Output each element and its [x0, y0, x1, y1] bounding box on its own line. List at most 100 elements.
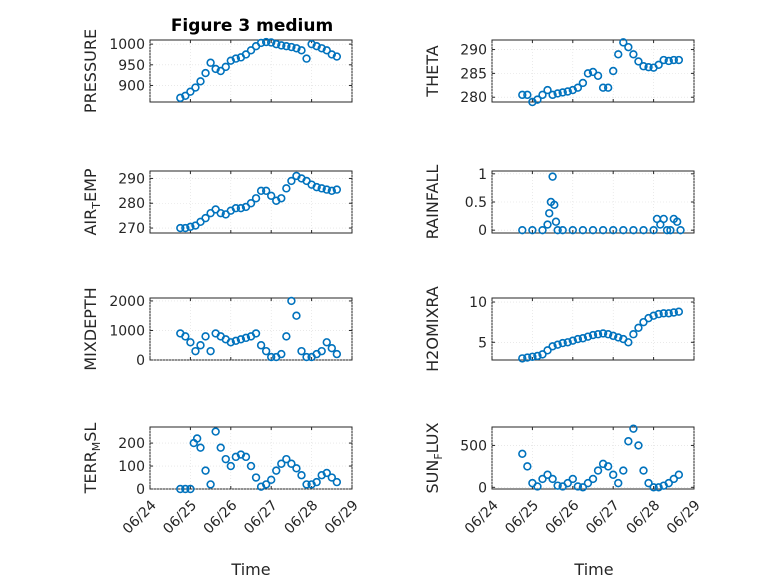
y-axis-label: AIRTEMP	[81, 168, 103, 235]
data-point	[287, 296, 296, 306]
data-point	[629, 225, 638, 235]
data-point	[674, 470, 684, 479]
data-point	[216, 66, 225, 76]
x-tick-label: 06/28	[282, 497, 322, 537]
data-point	[603, 83, 613, 92]
data-point	[634, 57, 643, 66]
subplot-h2omixra: 5 10 H2OMIXRA	[423, 286, 695, 372]
data-point	[538, 225, 547, 235]
data-point	[614, 478, 623, 488]
data-point	[246, 199, 256, 208]
data-point	[548, 172, 557, 181]
data-point	[578, 78, 588, 88]
y-tick-label: 10	[469, 295, 487, 311]
data-point	[669, 308, 678, 317]
data-point	[624, 437, 633, 446]
data-point	[226, 56, 236, 65]
x-axis-label-right: Time	[573, 560, 613, 579]
data-point	[654, 483, 663, 492]
data-point	[201, 68, 210, 78]
data-point	[639, 317, 648, 327]
data-point	[201, 466, 210, 475]
data-point	[568, 336, 577, 345]
data-point	[649, 311, 658, 320]
subplot-mixdepth: 0 1000 2000 MIXDEPTH	[81, 287, 353, 371]
data-point	[608, 66, 618, 76]
data-point	[588, 330, 598, 340]
series-markers	[176, 171, 342, 233]
data-point	[533, 351, 542, 361]
data-point	[538, 350, 547, 359]
data-point	[543, 470, 552, 479]
data-point	[256, 341, 266, 350]
data-point	[624, 338, 633, 347]
data-point	[287, 176, 296, 186]
data-point	[201, 213, 210, 223]
data-point	[583, 332, 593, 341]
data-point	[302, 352, 311, 362]
subplot-theta: 280 285 290 THETA	[423, 38, 695, 106]
data-point	[593, 466, 603, 475]
axes-frame	[149, 39, 353, 103]
data-point	[332, 185, 342, 194]
data-point	[302, 480, 311, 489]
data-point	[292, 311, 301, 320]
x-tick-label: 06/29	[322, 497, 362, 537]
y-axis-label: PRESSURE	[81, 29, 100, 113]
data-point	[196, 77, 205, 86]
data-point	[568, 474, 577, 484]
data-point	[578, 225, 588, 235]
data-point	[287, 42, 296, 52]
subplot-pressure: 900 950 1000 PRESSURE	[81, 29, 353, 113]
data-point	[578, 483, 588, 492]
y-tick-label: 2000	[109, 294, 145, 310]
data-point	[231, 54, 241, 63]
data-point	[307, 39, 316, 49]
data-point	[176, 223, 185, 233]
data-point	[528, 352, 537, 361]
data-point	[302, 54, 311, 63]
data-point	[176, 484, 185, 494]
data-point	[261, 37, 271, 47]
data-point	[518, 354, 527, 363]
y-tick-label: 0	[136, 353, 145, 369]
data-point	[545, 209, 554, 218]
data-point	[518, 225, 527, 235]
data-point	[614, 333, 623, 342]
data-point	[538, 474, 547, 484]
data-point	[550, 200, 559, 210]
data-point	[186, 484, 195, 494]
data-point	[568, 225, 577, 235]
data-point	[669, 55, 678, 65]
data-point	[231, 204, 241, 213]
data-point	[312, 182, 321, 192]
y-tick-label: 950	[118, 58, 145, 74]
data-point	[523, 353, 532, 362]
data-point	[639, 466, 648, 475]
y-axis-label: RAINFALL	[423, 165, 442, 240]
data-point	[256, 186, 266, 196]
data-point	[553, 89, 562, 98]
data-point	[251, 329, 261, 338]
data-point	[267, 191, 276, 201]
data-point	[282, 41, 291, 51]
data-point	[624, 42, 633, 52]
data-point	[593, 71, 603, 80]
data-point	[282, 454, 291, 464]
y-tick-label: 0	[478, 480, 487, 496]
data-point	[659, 55, 668, 65]
data-point	[226, 461, 236, 471]
y-tick-label: 1000	[109, 37, 145, 53]
data-point	[654, 60, 663, 70]
data-point	[317, 346, 326, 356]
data-point	[588, 474, 598, 484]
data-point	[181, 332, 190, 341]
data-point	[216, 443, 225, 452]
data-point	[226, 338, 236, 347]
data-point	[322, 338, 331, 347]
data-point	[523, 462, 532, 471]
data-point	[261, 186, 271, 196]
y-tick-label: 1000	[109, 323, 145, 339]
data-point	[246, 461, 256, 471]
